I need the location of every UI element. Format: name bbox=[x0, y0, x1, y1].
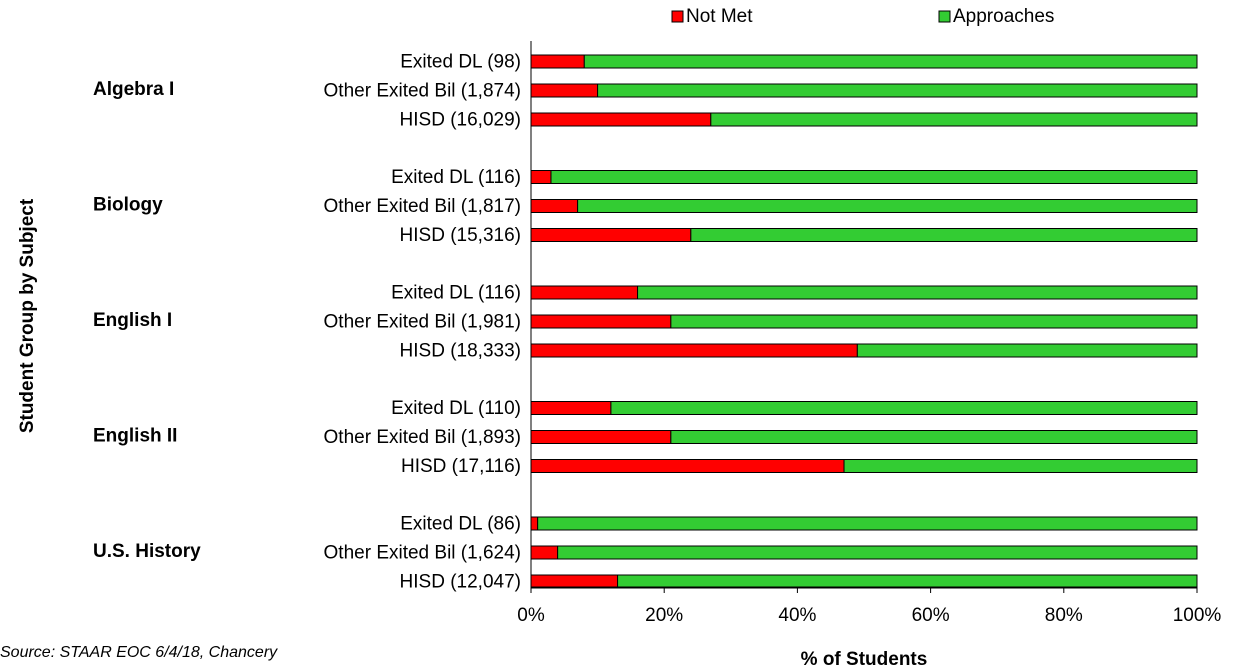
bar-segment-approaches bbox=[843, 459, 1198, 473]
legend-swatch-not-met bbox=[671, 10, 684, 23]
bar-label: Exited DL (98) bbox=[400, 52, 521, 73]
bar-label: Exited DL (116) bbox=[391, 167, 521, 188]
y-axis-title: Student Group by Subject bbox=[17, 198, 38, 433]
bar-label: HISD (15,316) bbox=[400, 225, 521, 246]
legend-label: Not Met bbox=[686, 6, 753, 27]
bar-segment-approaches bbox=[597, 83, 1198, 98]
bar-segment-not-met bbox=[530, 228, 692, 242]
bar-segment-not-met bbox=[530, 199, 579, 213]
group-label: Biology bbox=[93, 195, 163, 216]
x-tick-label: 0% bbox=[517, 605, 545, 626]
bar-segment-not-met bbox=[530, 54, 585, 69]
x-axis-title: % of Students bbox=[801, 649, 928, 670]
bar-label: Other Exited Bil (1,624) bbox=[324, 543, 521, 564]
bar-label: HISD (16,029) bbox=[400, 110, 521, 131]
bar-segment-approaches bbox=[617, 574, 1198, 589]
bar-label: Other Exited Bil (1,874) bbox=[324, 81, 521, 102]
bar-segment-not-met bbox=[530, 430, 672, 444]
bar-segment-not-met bbox=[530, 401, 612, 415]
bar-segment-approaches bbox=[856, 343, 1198, 358]
group-label: English I bbox=[93, 310, 172, 331]
bar-segment-approaches bbox=[537, 516, 1198, 531]
bar-segment-not-met bbox=[530, 285, 639, 300]
bar-label: Exited DL (116) bbox=[391, 283, 521, 304]
bar-segment-approaches bbox=[670, 314, 1198, 329]
bar-segment-not-met bbox=[530, 545, 559, 560]
group-label: English II bbox=[93, 426, 177, 447]
bar-label: Other Exited Bil (1,817) bbox=[324, 196, 521, 217]
bar-segment-not-met bbox=[530, 459, 845, 473]
legend-label: Approaches bbox=[953, 6, 1054, 27]
bar-segment-approaches bbox=[557, 545, 1198, 560]
x-tick-label: 20% bbox=[645, 605, 683, 626]
bar-segment-approaches bbox=[610, 401, 1198, 415]
bar-label: HISD (18,333) bbox=[400, 341, 521, 362]
bar-label: HISD (17,116) bbox=[401, 456, 521, 477]
x-tick-label: 80% bbox=[1045, 605, 1083, 626]
bar-label: HISD (12,047) bbox=[400, 572, 521, 593]
bar-segment-approaches bbox=[550, 170, 1198, 184]
x-tick-label: 100% bbox=[1173, 605, 1222, 626]
bar-segment-approaches bbox=[577, 199, 1198, 213]
bar-label: Other Exited Bil (1,893) bbox=[324, 427, 521, 448]
bar-label: Exited DL (86) bbox=[400, 514, 521, 535]
x-tick-label: 40% bbox=[778, 605, 816, 626]
x-tick-label: 60% bbox=[912, 605, 950, 626]
bar-segment-not-met bbox=[530, 574, 619, 589]
bar-segment-not-met bbox=[530, 343, 858, 358]
bar-segment-approaches bbox=[710, 112, 1198, 127]
bar-segment-not-met bbox=[530, 516, 539, 531]
bar-segment-approaches bbox=[670, 430, 1198, 444]
bar-segment-not-met bbox=[530, 170, 552, 184]
bar-label: Other Exited Bil (1,981) bbox=[324, 312, 521, 333]
legend-swatch-approaches bbox=[938, 10, 951, 23]
bar-segment-not-met bbox=[530, 112, 712, 127]
bar-segment-approaches bbox=[637, 285, 1198, 300]
source-note: Source: STAAR EOC 6/4/18, Chancery bbox=[0, 644, 278, 661]
group-label: U.S. History bbox=[93, 541, 201, 562]
group-label: Algebra I bbox=[93, 79, 174, 100]
bar-segment-not-met bbox=[530, 314, 672, 329]
bar-segment-not-met bbox=[530, 83, 599, 98]
bar-label: Exited DL (110) bbox=[391, 398, 521, 419]
bar-segment-approaches bbox=[583, 54, 1198, 69]
bar-segment-approaches bbox=[690, 228, 1198, 242]
